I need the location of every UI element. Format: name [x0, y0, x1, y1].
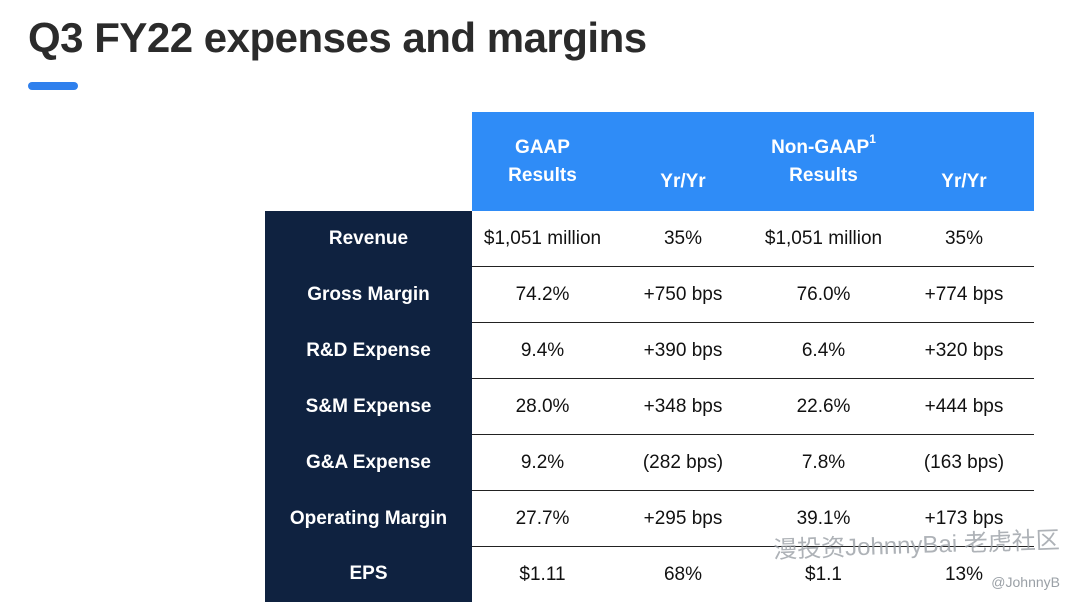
header-gaap-results: GAAP Results — [472, 112, 613, 211]
row-label: S&M Expense — [265, 378, 472, 435]
non-gaap-yoy-value: (163 bps) — [894, 434, 1034, 491]
non-gaap-yoy-value: +173 bps — [894, 490, 1034, 547]
header-corner — [265, 112, 472, 211]
gaap-yoy-value: +750 bps — [613, 266, 753, 323]
non-gaap-yoy-value: 35% — [894, 211, 1034, 267]
gaap-yoy-value: 35% — [613, 211, 753, 267]
table-row: Revenue $1,051 million 35% $1,051 million 35… — [265, 211, 1034, 267]
title-accent-bar — [28, 82, 78, 90]
gaap-yoy-value: +295 bps — [613, 490, 753, 547]
non-gaap-value: 7.8% — [753, 434, 894, 491]
expenses-margins-table: GAAP Results Yr/Yr Non-GAAP1 Results Yr/… — [265, 112, 1034, 602]
row-label: Operating Margin — [265, 490, 472, 547]
header-non-gaap-yoy: Yr/Yr — [894, 112, 1034, 211]
table-row: EPS $1.11 68% $1.1 13% — [265, 546, 1034, 602]
header-gaap-yoy: Yr/Yr — [613, 112, 753, 211]
gaap-value: 9.2% — [472, 434, 613, 491]
gaap-value: $1.11 — [519, 563, 566, 585]
header-gaap-line2: Results — [508, 164, 577, 186]
gaap-value: 9.4% — [472, 322, 613, 379]
table-row: Operating Margin 27.7% +295 bps 39.1% +173 b… — [265, 490, 1034, 547]
non-gaap-yoy-value: +320 bps — [894, 322, 1034, 379]
gaap-value: 74.2% — [472, 266, 613, 323]
gaap-yoy-value: +348 bps — [613, 378, 753, 435]
gaap-yoy-value: 68% — [663, 563, 703, 585]
non-gaap-value: $1,051 million — [753, 211, 894, 267]
non-gaap-value: 22.6% — [753, 378, 894, 435]
watermark-handle: @JohnnyB — [991, 574, 1060, 590]
non-gaap-yoy-value: +444 bps — [894, 378, 1034, 435]
row-label: EPS — [265, 546, 472, 602]
row-label: G&A Expense — [265, 434, 472, 491]
table-header-row: GAAP Results Yr/Yr Non-GAAP1 Results Yr/… — [265, 112, 1034, 211]
gaap-yoy-value: (282 bps) — [613, 434, 753, 491]
header-non-gaap-line2: Results — [789, 164, 858, 186]
footnote-marker: 1 — [869, 132, 876, 147]
row-label: Revenue — [265, 211, 472, 267]
non-gaap-value: $1.1 — [805, 563, 842, 585]
table-row: G&A Expense 9.2% (282 bps) 7.8% (163 bps) — [265, 434, 1034, 491]
header-non-gaap-line1: Non-GAAP — [771, 136, 870, 158]
table-body: Revenue $1,051 million 35% $1,051 million 35… — [265, 211, 1034, 602]
header-non-gaap-results: Non-GAAP1 Results — [753, 112, 894, 211]
gaap-value: $1,051 million — [472, 211, 613, 267]
non-gaap-value: 39.1% — [753, 490, 894, 547]
header-gaap-line1: GAAP — [515, 136, 570, 158]
non-gaap-value: 76.0% — [753, 266, 894, 323]
metrics-table-container: GAAP Results Yr/Yr Non-GAAP1 Results Yr/… — [265, 112, 1034, 602]
non-gaap-yoy-value: +774 bps — [894, 266, 1034, 323]
table-row: Gross Margin 74.2% +750 bps 76.0% +774 bps — [265, 266, 1034, 323]
gaap-value: 27.7% — [472, 490, 613, 547]
row-label: Gross Margin — [265, 266, 472, 323]
table-row: R&D Expense 9.4% +390 bps 6.4% +320 bps — [265, 322, 1034, 379]
table-row: S&M Expense 28.0% +348 bps 22.6% +444 bps — [265, 378, 1034, 435]
gaap-yoy-value: +390 bps — [613, 322, 753, 379]
gaap-value: 28.0% — [472, 378, 613, 435]
non-gaap-yoy-value: 13% — [944, 563, 984, 585]
row-label: R&D Expense — [265, 322, 472, 379]
non-gaap-value: 6.4% — [753, 322, 894, 379]
slide-title: Q3 FY22 expenses and margins — [28, 14, 647, 61]
